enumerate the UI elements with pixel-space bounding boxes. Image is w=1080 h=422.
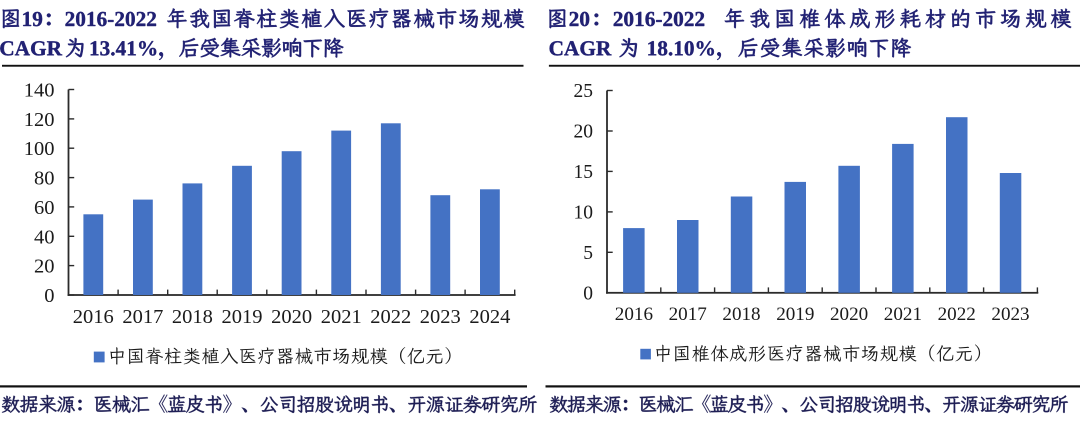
svg-text:2018: 2018	[172, 306, 213, 328]
svg-text:2017: 2017	[669, 304, 707, 325]
svg-text:2022: 2022	[938, 304, 976, 325]
svg-text:140: 140	[24, 80, 55, 102]
svg-text:25: 25	[574, 81, 594, 102]
svg-text:2021: 2021	[321, 306, 362, 328]
svg-text:40: 40	[34, 226, 55, 248]
svg-text:2023: 2023	[991, 304, 1029, 325]
svg-text:2020: 2020	[830, 304, 868, 325]
svg-text:0: 0	[44, 285, 54, 307]
svg-text:120: 120	[24, 109, 55, 131]
svg-text:10: 10	[574, 203, 594, 224]
svg-text:80: 80	[34, 168, 55, 190]
svg-text:2020: 2020	[271, 306, 312, 328]
svg-text:2024: 2024	[469, 306, 510, 328]
svg-text:2019: 2019	[776, 304, 814, 325]
svg-text:5: 5	[583, 243, 593, 264]
svg-text:2023: 2023	[420, 306, 461, 328]
svg-text:0: 0	[583, 284, 593, 305]
svg-text:15: 15	[574, 162, 594, 183]
svg-text:20: 20	[574, 122, 594, 143]
svg-text:2022: 2022	[370, 306, 411, 328]
svg-text:2019: 2019	[222, 306, 263, 328]
svg-text:2021: 2021	[884, 304, 922, 325]
svg-text:2018: 2018	[722, 304, 760, 325]
svg-text:20: 20	[34, 256, 55, 278]
svg-text:2017: 2017	[122, 306, 163, 328]
svg-text:60: 60	[34, 197, 55, 219]
svg-text:100: 100	[24, 138, 55, 160]
svg-text:2016: 2016	[615, 304, 653, 325]
svg-text:2016: 2016	[73, 306, 114, 328]
